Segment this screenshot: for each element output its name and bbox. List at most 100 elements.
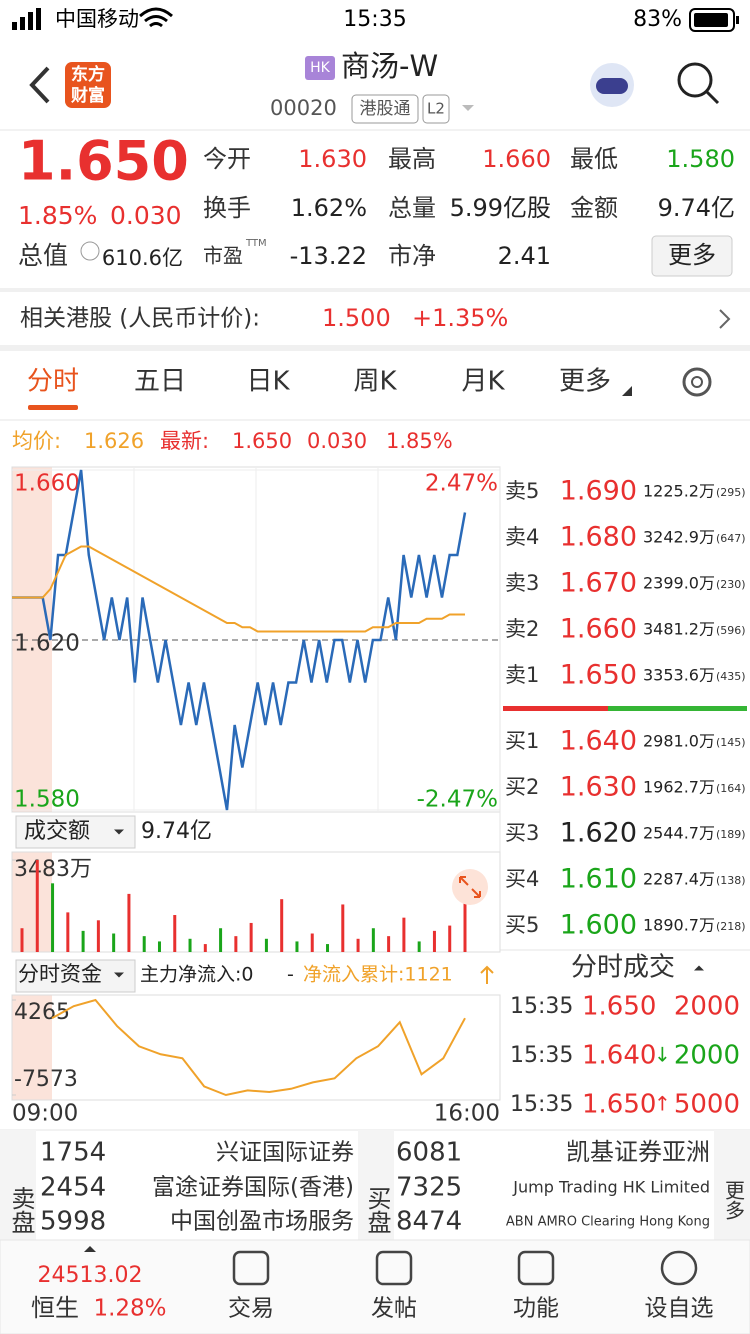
book-price: 1.630 [560,772,637,803]
book-volume: 2981.0万 [643,732,715,751]
book-price: 1.650 [560,660,637,691]
trade-volume: 2000 [674,1041,740,1071]
y-tick-label: 3483万 [14,857,92,882]
book-level: 卖1 [505,663,539,687]
book-level: 卖4 [505,525,539,549]
carrier: 中国移动 [55,7,139,31]
triangle-icon [84,1246,96,1252]
field-value: -13.22 [290,242,367,270]
side-column [358,1130,394,1240]
search-icon[interactable] [677,62,713,98]
broker-id: 1754 [40,1138,106,1168]
field-label: 总量 [388,194,436,222]
volume-bar [341,904,345,952]
book-level: 买3 [505,821,539,845]
nav-item[interactable]: 设自选 [645,1296,714,1322]
volume-bar [417,941,421,952]
tab[interactable]: 周K [353,367,397,397]
nav-item[interactable]: 交易 [228,1296,274,1322]
nav-item[interactable]: 功能 [513,1296,559,1322]
book-level: 买4 [505,867,539,891]
selector-box[interactable] [15,959,136,993]
triangle-icon [114,829,124,835]
selector-box[interactable] [15,815,136,849]
tab-underline [28,405,78,410]
field-label: 市净 [388,242,436,270]
field-value: 1.62% [291,194,367,222]
volume-bar [127,893,131,952]
clock: 15:35 [343,7,406,32]
volume-bar [142,936,146,952]
trade-price: 1.640 [582,1041,656,1071]
volume-bar [157,941,161,952]
market-badge [305,56,335,80]
broker-name: ABN AMRO Clearing Hong Kong [506,1215,710,1230]
volume-bar [81,930,85,952]
nav-item[interactable]: 发帖 [371,1296,417,1322]
trade-time: 15:35 [510,994,573,1019]
volume-bar [188,938,192,952]
book-volume: 3481.2万 [643,620,715,639]
volume-bar [402,917,406,952]
trade-volume: 2000 [674,992,740,1022]
main-flow: 主力净流入:0 [140,964,254,986]
expand-button[interactable] [452,869,488,905]
volume-bar [20,928,24,952]
trade-price: 1.650 [582,992,656,1022]
field-label: 换手 [203,194,251,222]
y-tick-label: 1.620 [14,631,80,657]
logo-text: 东方 [71,64,105,85]
buy-side-label: 买盘 [363,1186,391,1234]
volume-bar [356,938,360,952]
volume-bar [219,928,223,952]
chevron [719,309,731,329]
volume-bar [234,936,238,952]
trade-direction: ↓ [654,1043,671,1067]
tab[interactable]: 月K [461,367,505,397]
back-button[interactable] [29,66,50,104]
book-price: 1.640 [560,726,637,757]
volume-bar [295,941,299,952]
broker-id: 6081 [396,1138,462,1168]
volume-bar [173,915,177,952]
book-count: (189) [716,828,746,841]
tag-box [351,94,419,124]
tab[interactable]: 五日 [134,367,186,397]
broker-id: 7325 [396,1173,462,1203]
change-percent: 1.85% [18,201,97,230]
broker-name: 凯基证券亚洲 [566,1138,710,1166]
tab[interactable]: 更多 [559,367,611,397]
tag-box [422,94,450,124]
y-tick-label: 1.580 [14,787,80,813]
field-label: 金额 [570,194,618,222]
broker-id: 8474 [396,1207,462,1237]
broker-id: 2454 [40,1173,106,1203]
stock-name: 商汤-W [341,49,438,83]
tab[interactable]: 日K [246,367,290,397]
sell-side-label: 卖盘 [7,1186,35,1234]
volume-label: 成交额 [24,819,90,844]
fund-label: 分时资金 [18,962,102,986]
book-price: 1.600 [560,910,637,941]
chart-frame [11,994,501,1101]
brokers-more[interactable]: 更多 [722,1180,746,1220]
related-change: +1.35% [412,304,508,332]
tab[interactable]: 分时 [27,367,79,397]
book-volume: 3242.9万 [643,528,715,547]
volume-bar [112,933,116,952]
field-label: 最低 [570,145,618,173]
settings-icon[interactable] [682,367,712,397]
bottom-nav [0,1239,750,1334]
percent-label: 2.47% [425,471,498,497]
volume-bar [448,925,452,952]
logo-text: 财富 [70,85,105,106]
percent-label: -2.47% [417,787,498,813]
field-value: 5.99亿股 [450,194,551,222]
book-count: (435) [716,670,746,683]
related-price: 1.500 [322,304,391,332]
separator-text: - [287,964,294,986]
x-tick-label: 16:00 [434,1101,500,1127]
more-button[interactable] [651,235,733,277]
volume-bar [387,936,391,952]
book-count: (230) [716,578,746,591]
